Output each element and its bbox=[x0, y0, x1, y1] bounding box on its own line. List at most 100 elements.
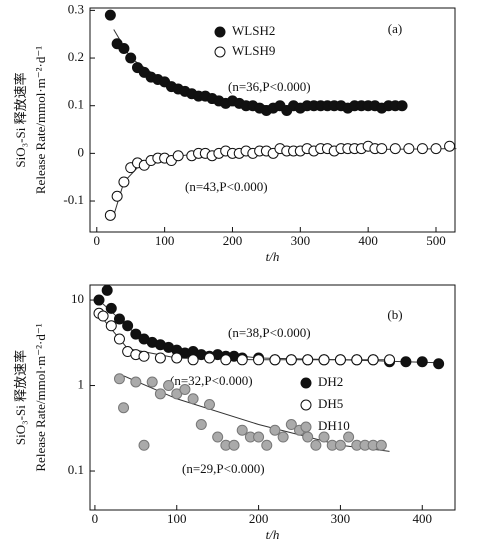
data-point bbox=[163, 380, 175, 392]
legend-marker bbox=[300, 421, 312, 433]
data-point bbox=[285, 354, 297, 366]
data-point bbox=[195, 419, 207, 431]
y-tick-label: 0 bbox=[78, 144, 85, 159]
data-point bbox=[384, 354, 396, 366]
data-point bbox=[154, 352, 166, 364]
data-point bbox=[172, 150, 184, 162]
panel-label: (a) bbox=[388, 21, 402, 36]
y-tick-label: 1 bbox=[78, 377, 85, 392]
legend-label: WLSH2 bbox=[232, 23, 275, 38]
legend-label: DH5 bbox=[318, 396, 343, 411]
data-point bbox=[416, 356, 428, 368]
y-axis-label: Release Rate/mmol·m⁻²·d⁻¹ bbox=[33, 323, 48, 471]
annotation: (n=29,P<0.000) bbox=[182, 461, 265, 476]
data-point bbox=[146, 376, 158, 388]
plot-frame bbox=[89, 284, 456, 511]
data-point bbox=[400, 356, 412, 368]
x-tick-label: 200 bbox=[223, 233, 243, 248]
y-tick-label: 0.1 bbox=[68, 97, 84, 112]
y-tick-label: 10 bbox=[71, 291, 84, 306]
fit-line bbox=[113, 29, 403, 107]
x-tick-label: 100 bbox=[155, 233, 175, 248]
data-point bbox=[187, 393, 199, 405]
legend-label: DH2 bbox=[318, 374, 343, 389]
data-point bbox=[236, 424, 248, 436]
plot-frame bbox=[89, 7, 456, 233]
data-point bbox=[228, 439, 240, 451]
data-point bbox=[171, 352, 183, 364]
data-point bbox=[430, 143, 442, 155]
data-point bbox=[367, 354, 379, 366]
annotation: (n=43,P<0.000) bbox=[185, 179, 268, 194]
legend-marker bbox=[214, 26, 226, 38]
data-point bbox=[220, 354, 232, 366]
data-point bbox=[105, 302, 117, 314]
annotation: (n=38,P<0.000) bbox=[228, 325, 311, 340]
data-point bbox=[130, 328, 142, 340]
data-point bbox=[376, 143, 388, 155]
annotation: (n=36,P<0.000) bbox=[228, 79, 311, 94]
data-point bbox=[285, 419, 297, 431]
y-tick-label: -0.1 bbox=[63, 192, 84, 207]
x-tick-label: 200 bbox=[249, 511, 269, 526]
data-point bbox=[302, 354, 314, 366]
data-point bbox=[212, 431, 224, 443]
y-tick-label: 0.1 bbox=[68, 462, 84, 477]
data-point bbox=[277, 431, 289, 443]
x-axis-label: t/h bbox=[266, 527, 280, 542]
data-point bbox=[318, 431, 330, 443]
data-point bbox=[396, 100, 408, 112]
data-point bbox=[118, 43, 130, 55]
data-point bbox=[113, 373, 125, 385]
data-point bbox=[113, 313, 125, 325]
x-tick-label: 300 bbox=[331, 511, 351, 526]
data-point bbox=[253, 354, 265, 366]
data-point bbox=[203, 399, 215, 411]
data-point bbox=[261, 439, 273, 451]
y-tick-label: 0.2 bbox=[68, 49, 84, 64]
data-point bbox=[111, 190, 123, 202]
data-point bbox=[334, 439, 346, 451]
data-point bbox=[105, 320, 117, 332]
x-tick-label: 400 bbox=[413, 511, 433, 526]
y-axis-label: Release Rate/mmol·m⁻²·d⁻¹ bbox=[33, 46, 48, 194]
data-point bbox=[416, 143, 428, 155]
x-axis-label: t/h bbox=[266, 249, 280, 264]
data-point bbox=[318, 354, 330, 366]
data-point bbox=[187, 354, 199, 366]
data-point bbox=[101, 284, 113, 296]
y-axis-label: SiO₃-Si 释放速率 bbox=[13, 72, 28, 167]
x-tick-label: 0 bbox=[92, 511, 99, 526]
data-point bbox=[154, 388, 166, 400]
data-point bbox=[433, 358, 445, 370]
legend-marker bbox=[300, 399, 312, 411]
panel-label: (b) bbox=[387, 307, 402, 322]
data-point bbox=[375, 439, 387, 451]
legend-marker bbox=[300, 377, 312, 389]
data-point bbox=[179, 383, 191, 395]
data-point bbox=[122, 320, 134, 332]
data-point bbox=[118, 176, 130, 188]
x-tick-label: 100 bbox=[167, 511, 187, 526]
legend-label: WLSH9 bbox=[232, 43, 275, 58]
data-point bbox=[403, 143, 415, 155]
annotation: (n=32,P<0.000) bbox=[170, 373, 253, 388]
data-point bbox=[389, 143, 401, 155]
x-tick-label: 400 bbox=[358, 233, 378, 248]
legend-marker bbox=[214, 46, 226, 58]
data-point bbox=[269, 354, 281, 366]
data-point bbox=[334, 354, 346, 366]
legend-label: DH10 bbox=[318, 418, 350, 433]
data-point bbox=[351, 354, 363, 366]
data-point bbox=[104, 209, 116, 221]
data-point bbox=[310, 439, 322, 451]
data-point bbox=[104, 9, 116, 21]
data-point bbox=[203, 352, 215, 364]
y-tick-label: 0.3 bbox=[68, 1, 84, 16]
data-point bbox=[138, 439, 150, 451]
data-point bbox=[118, 402, 130, 414]
x-tick-label: 0 bbox=[94, 233, 101, 248]
data-point bbox=[236, 354, 248, 366]
data-point bbox=[93, 294, 105, 306]
